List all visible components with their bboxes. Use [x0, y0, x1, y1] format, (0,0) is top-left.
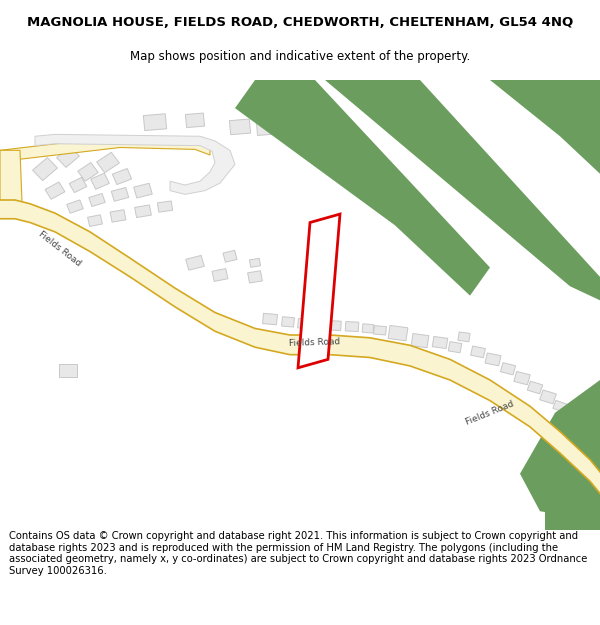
Bar	[329, 321, 341, 331]
Polygon shape	[0, 136, 210, 161]
Bar	[111, 188, 129, 201]
Polygon shape	[0, 200, 600, 494]
Bar	[248, 271, 262, 283]
Bar	[185, 113, 205, 128]
Bar	[312, 321, 324, 330]
Bar	[110, 210, 126, 222]
Bar	[298, 319, 313, 329]
Bar	[411, 334, 429, 348]
Bar	[143, 114, 167, 131]
Text: Map shows position and indicative extent of the property.: Map shows position and indicative extent…	[130, 49, 470, 62]
Bar	[433, 336, 448, 349]
Bar	[229, 119, 251, 135]
Bar	[345, 322, 359, 331]
Bar	[553, 401, 567, 412]
Bar	[388, 326, 408, 341]
Text: Fields Road: Fields Road	[464, 399, 515, 427]
Bar	[448, 342, 462, 352]
Polygon shape	[545, 469, 600, 530]
Bar	[134, 205, 151, 217]
Bar	[89, 194, 105, 206]
Bar	[186, 256, 204, 270]
Bar	[514, 371, 530, 385]
Polygon shape	[235, 80, 490, 296]
Bar	[527, 381, 543, 394]
Bar	[374, 326, 386, 335]
Polygon shape	[35, 134, 235, 194]
Bar	[263, 313, 277, 325]
Text: Contains OS data © Crown copyright and database right 2021. This information is : Contains OS data © Crown copyright and d…	[9, 531, 587, 576]
Polygon shape	[0, 150, 22, 202]
Bar	[485, 353, 501, 366]
Bar	[67, 200, 83, 213]
Bar	[88, 215, 103, 226]
Bar	[97, 152, 119, 173]
Bar	[78, 162, 98, 181]
Bar	[59, 364, 77, 377]
Bar	[56, 146, 79, 168]
Bar	[32, 158, 58, 181]
Bar	[458, 332, 470, 342]
Bar	[112, 169, 131, 184]
Bar	[212, 269, 228, 281]
Bar	[500, 362, 515, 375]
Text: Fields Road: Fields Road	[37, 229, 83, 268]
Text: MAGNOLIA HOUSE, FIELDS ROAD, CHEDWORTH, CHELTENHAM, GL54 4NQ: MAGNOLIA HOUSE, FIELDS ROAD, CHEDWORTH, …	[27, 16, 573, 29]
Bar	[69, 177, 87, 192]
Polygon shape	[298, 214, 340, 368]
Bar	[223, 251, 237, 262]
Bar	[157, 201, 173, 212]
Polygon shape	[520, 380, 600, 516]
Bar	[134, 183, 152, 198]
Polygon shape	[490, 80, 600, 174]
Bar	[250, 258, 260, 268]
Bar	[470, 346, 485, 358]
Text: Fields Road: Fields Road	[289, 337, 341, 348]
Polygon shape	[325, 80, 600, 300]
Bar	[91, 173, 109, 189]
Bar	[45, 182, 65, 199]
Bar	[281, 317, 295, 327]
Bar	[256, 122, 274, 136]
Bar	[539, 390, 556, 404]
Bar	[362, 324, 374, 333]
